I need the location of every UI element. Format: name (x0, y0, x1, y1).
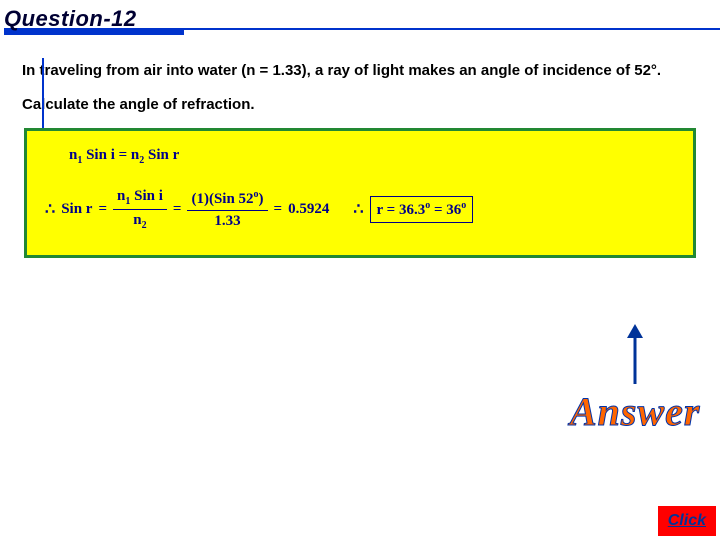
therefore-symbol: ∴ (45, 199, 55, 219)
click-button[interactable]: Click (658, 506, 716, 536)
final-result: r = 36.3o = 36o (370, 196, 474, 223)
sinr-label: Sin r (61, 201, 92, 218)
title-bar: Question-12 (0, 0, 720, 35)
derivation-line: ∴ Sin r = n1 Sin i n2 = (1)(Sin 52o) 1.3… (45, 188, 679, 231)
solution-box: n1 Sin i = n2 Sin r ∴ Sin r = n1 Sin i n… (24, 128, 696, 258)
decimal-value: 0.5924 (288, 201, 329, 218)
answer-pointer: Answer (570, 324, 701, 435)
fraction-numeric: (1)(Sin 52o) 1.33 (187, 189, 267, 229)
answer-label: Answer (570, 388, 701, 435)
question-text: In traveling from air into water (n = 1.… (0, 35, 720, 116)
snells-law: n1 Sin i = n2 Sin r (69, 147, 679, 166)
therefore-symbol-2: ∴ (353, 199, 363, 219)
arrow-up-icon (623, 324, 647, 388)
question-line-1: In traveling from air into water (n = 1.… (22, 61, 680, 81)
fraction-symbolic: n1 Sin i n2 (113, 188, 167, 231)
question-line-2: Calculate the angle of refraction. (22, 95, 680, 115)
